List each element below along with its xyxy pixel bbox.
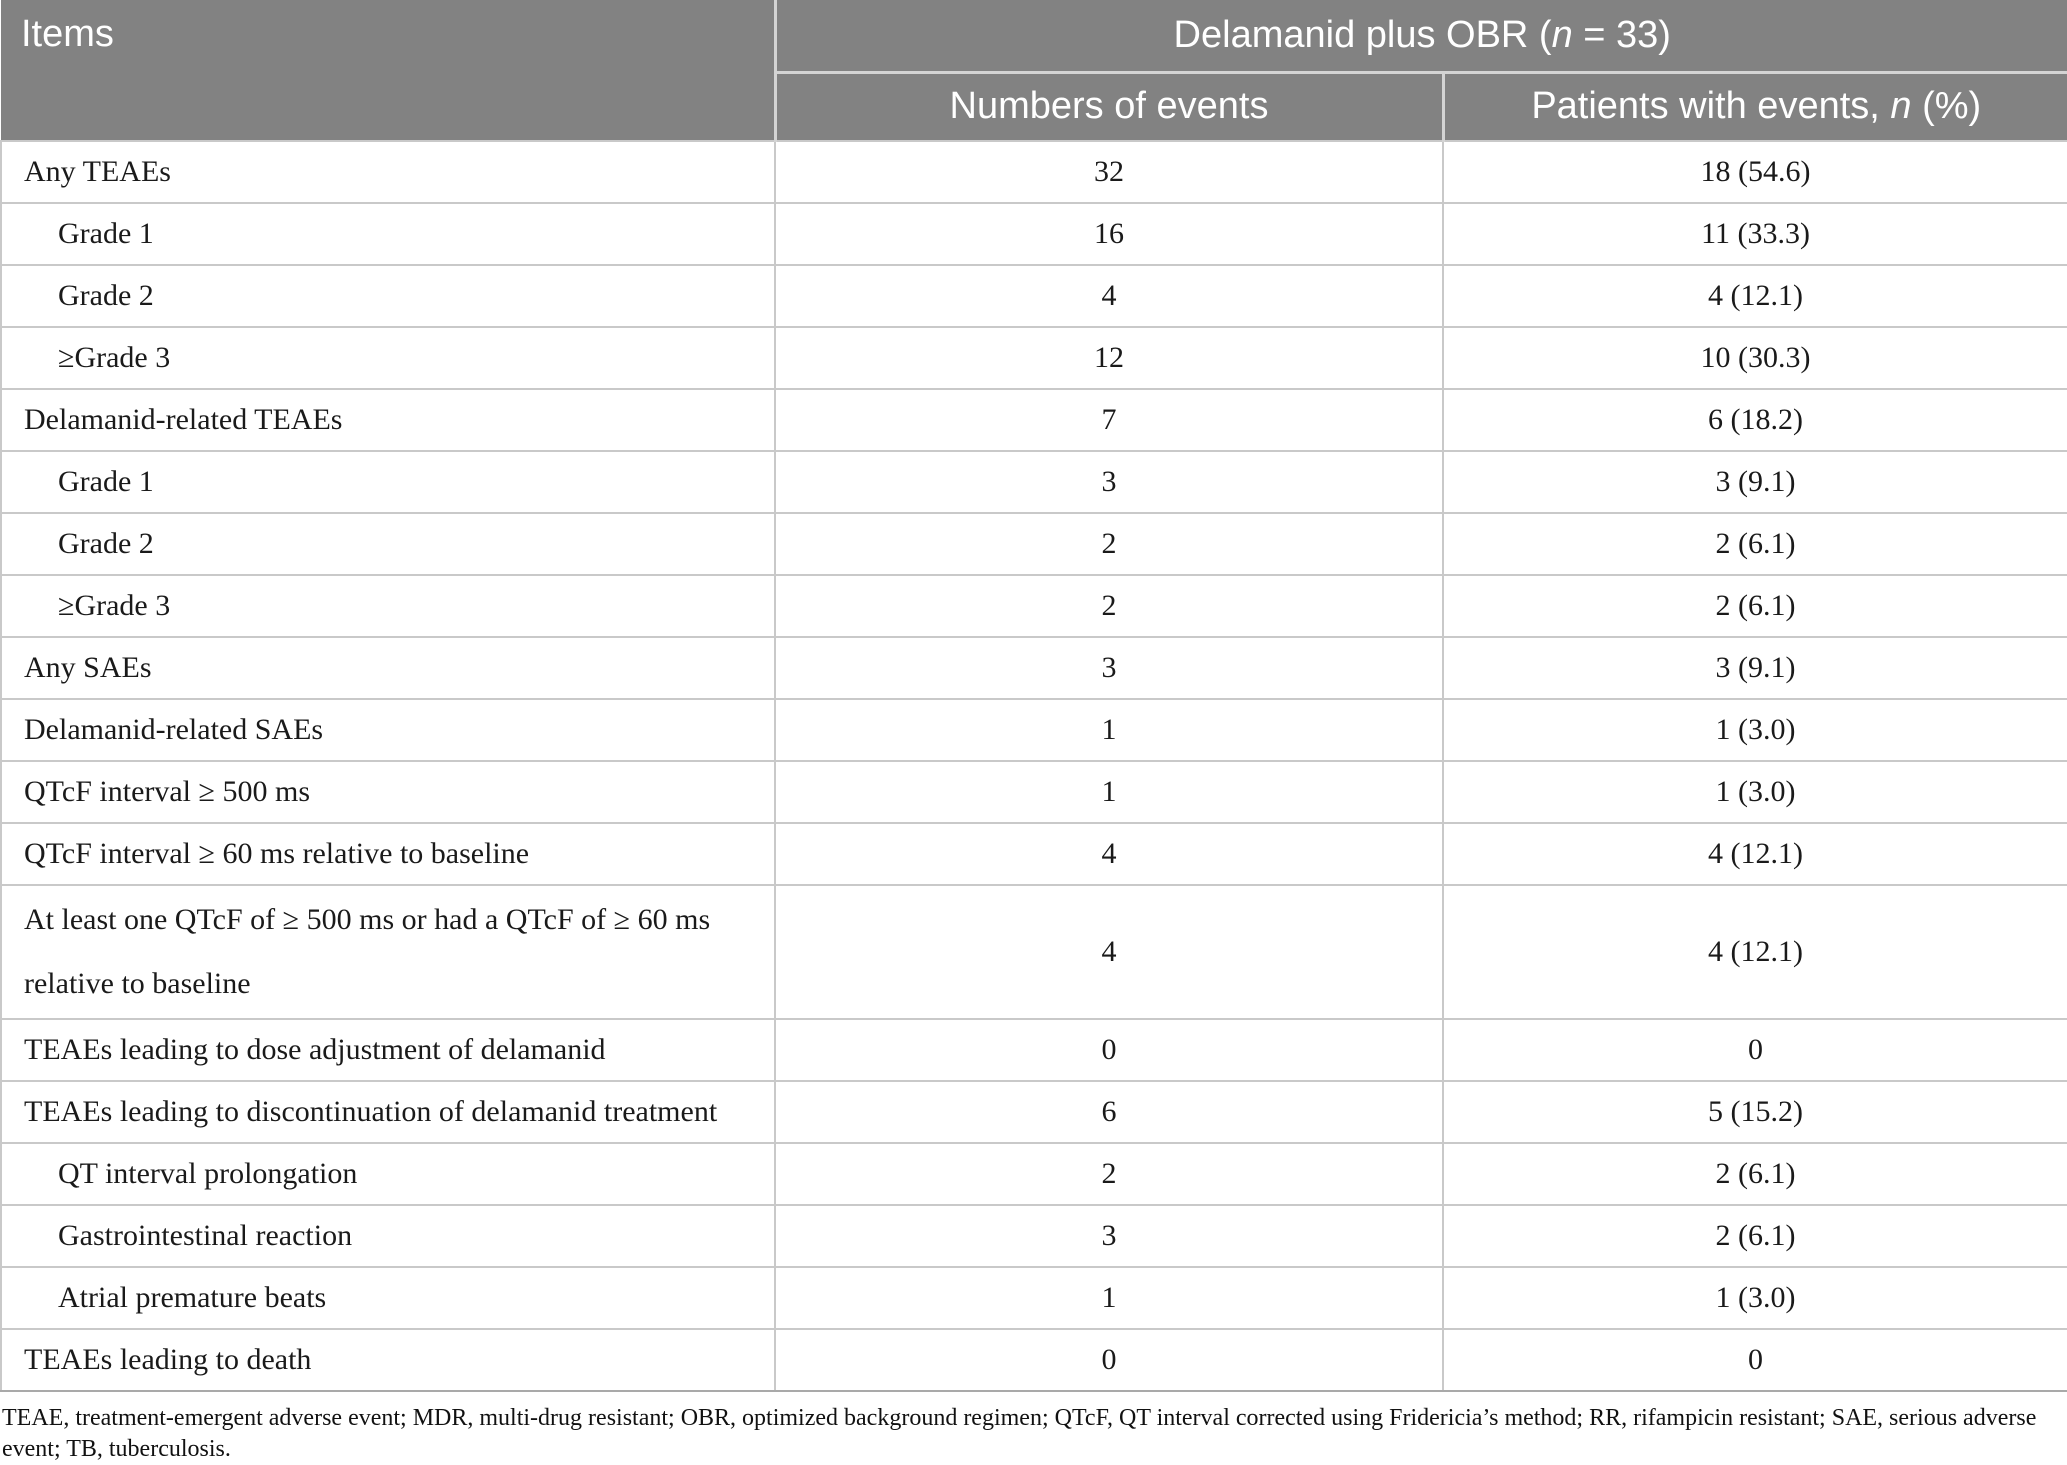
row-label-cell: Any SAEs (0, 636, 776, 700)
patients-count-cell: 4 (12.1) (1441, 264, 2067, 328)
row-label-cell: QTcF interval ≥ 500 ms (0, 760, 776, 824)
row-label-cell: Grade 1 (0, 450, 776, 514)
patients-count-cell: 0 (1441, 1018, 2067, 1082)
patients-count-cell: 10 (30.3) (1441, 326, 2067, 390)
patients-header-suffix: (%) (1911, 85, 1982, 128)
row-label-cell: QT interval prolongation (0, 1142, 776, 1206)
table-row: Atrial premature beats 1 1 (3.0) (0, 1266, 2067, 1330)
patients-count-cell: 11 (33.3) (1441, 202, 2067, 266)
events-count-cell: 6 (774, 1080, 1444, 1144)
table-row: Grade 2 2 2 (6.1) (0, 512, 2067, 576)
events-count-cell: 4 (774, 884, 1444, 1020)
group-header-n: n (1551, 13, 1573, 56)
numbers-of-events-column-header: Numbers of events (775, 72, 1445, 141)
row-label-cell: QTcF interval ≥ 60 ms relative to baseli… (0, 822, 776, 886)
table-row: Grade 2 4 4 (12.1) (0, 264, 2067, 328)
row-label-cell: ≥Grade 3 (0, 326, 776, 390)
events-count-cell: 0 (774, 1328, 1444, 1392)
table-row: TEAEs leading to dose adjustment of dela… (0, 1018, 2067, 1082)
adverse-events-table: Items Delamanid plus OBR (n = 33) Number… (0, 0, 2067, 1392)
table-row: ≥Grade 3 2 2 (6.1) (0, 574, 2067, 638)
table-row: QT interval prolongation 2 2 (6.1) (0, 1142, 2067, 1206)
events-count-cell: 1 (774, 760, 1444, 824)
events-count-cell: 12 (774, 326, 1444, 390)
table-row: QTcF interval ≥ 500 ms 1 1 (3.0) (0, 760, 2067, 824)
row-label-cell: Grade 1 (0, 202, 776, 266)
row-label-cell: Grade 2 (0, 264, 776, 328)
row-label-cell: Atrial premature beats (0, 1266, 776, 1330)
table-row: QTcF interval ≥ 60 ms relative to baseli… (0, 822, 2067, 886)
patients-count-cell: 0 (1441, 1328, 2067, 1392)
row-label-cell: Delamanid-related SAEs (0, 698, 776, 762)
table-row: TEAEs leading to discontinuation of dela… (0, 1080, 2067, 1144)
events-count-cell: 4 (774, 264, 1444, 328)
row-label-cell: Delamanid-related TEAEs (0, 388, 776, 452)
row-label-cell: Gastrointestinal reaction (0, 1204, 776, 1268)
table-header: Items Delamanid plus OBR (n = 33) Number… (1, 0, 2067, 141)
table-row: Grade 1 3 3 (9.1) (0, 450, 2067, 514)
row-label-cell: TEAEs leading to discontinuation of dela… (0, 1080, 776, 1144)
group-header-suffix: = 33) (1572, 13, 1671, 56)
patients-count-cell: 3 (9.1) (1441, 450, 2067, 514)
events-count-cell: 7 (774, 388, 1444, 452)
table-row: Delamanid-related TEAEs 7 6 (18.2) (0, 388, 2067, 452)
events-count-cell: 4 (774, 822, 1444, 886)
patients-count-cell: 6 (18.2) (1441, 388, 2067, 452)
patients-count-cell: 5 (15.2) (1441, 1080, 2067, 1144)
events-count-cell: 3 (774, 1204, 1444, 1268)
table-row: Grade 1 16 11 (33.3) (0, 202, 2067, 266)
patients-count-cell: 18 (54.6) (1441, 140, 2067, 204)
events-count-cell: 2 (774, 1142, 1444, 1206)
events-count-cell: 3 (774, 636, 1444, 700)
patients-count-cell: 2 (6.1) (1441, 574, 2067, 638)
events-count-cell: 32 (774, 140, 1444, 204)
patients-count-cell: 1 (3.0) (1441, 698, 2067, 762)
table-row: Gastrointestinal reaction 3 2 (6.1) (0, 1204, 2067, 1268)
patients-header-n: n (1890, 85, 1912, 128)
row-label-cell: TEAEs leading to death (0, 1328, 776, 1392)
events-count-cell: 3 (774, 450, 1444, 514)
patients-count-cell: 4 (12.1) (1441, 884, 2067, 1020)
row-label-cell: TEAEs leading to dose adjustment of dela… (0, 1018, 776, 1082)
patients-count-cell: 1 (3.0) (1441, 760, 2067, 824)
patients-count-cell: 3 (9.1) (1441, 636, 2067, 700)
table-row: TEAEs leading to death 0 0 (0, 1328, 2067, 1392)
events-count-cell: 2 (774, 574, 1444, 638)
row-label-cell: ≥Grade 3 (0, 574, 776, 638)
group-column-header: Delamanid plus OBR (n = 33) (775, 0, 2067, 74)
events-count-cell: 1 (774, 1266, 1444, 1330)
table-row: Any SAEs 3 3 (9.1) (0, 636, 2067, 700)
table-body: Any TEAEs 32 18 (54.6) Grade 1 16 11 (33… (0, 140, 2067, 1392)
patients-count-cell: 2 (6.1) (1441, 1204, 2067, 1268)
row-label-cell: Grade 2 (0, 512, 776, 576)
items-column-header: Items (1, 0, 777, 141)
table-row: At least one QTcF of ≥ 500 ms or had a Q… (0, 884, 2067, 1020)
group-header-text: Delamanid plus OBR ( (1173, 13, 1552, 56)
patients-with-events-column-header: Patients with events, n (%) (1443, 72, 2067, 141)
events-count-cell: 0 (774, 1018, 1444, 1082)
patients-count-cell: 1 (3.0) (1441, 1266, 2067, 1330)
table-row: ≥Grade 3 12 10 (30.3) (0, 326, 2067, 390)
patients-count-cell: 2 (6.1) (1441, 512, 2067, 576)
patients-count-cell: 2 (6.1) (1441, 1142, 2067, 1206)
table-row: Delamanid-related SAEs 1 1 (3.0) (0, 698, 2067, 762)
row-label-cell: Any TEAEs (0, 140, 776, 204)
events-count-cell: 1 (774, 698, 1444, 762)
events-count-cell: 2 (774, 512, 1444, 576)
patients-count-cell: 4 (12.1) (1441, 822, 2067, 886)
table-footnote: TEAE, treatment-emergent adverse event; … (2, 1405, 2037, 1462)
patients-header-text: Patients with events, (1531, 85, 1891, 128)
table-row: Any TEAEs 32 18 (54.6) (0, 140, 2067, 204)
row-label-cell: At least one QTcF of ≥ 500 ms or had a Q… (0, 884, 776, 1020)
events-count-cell: 16 (774, 202, 1444, 266)
